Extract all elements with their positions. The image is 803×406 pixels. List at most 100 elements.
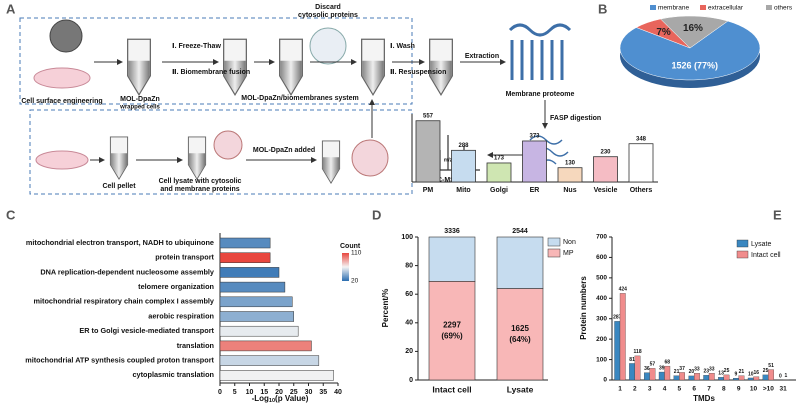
value-label: 0 bbox=[779, 373, 782, 379]
diagram-label: Cell surface engineering bbox=[21, 98, 102, 105]
bar bbox=[219, 355, 320, 366]
value-label: 10 bbox=[748, 371, 754, 377]
lysate-bubble bbox=[213, 130, 243, 160]
diagram-label: Cell lysate with cytosolic bbox=[159, 178, 242, 185]
bar bbox=[219, 252, 271, 263]
x-tick-label: 3 bbox=[648, 386, 652, 393]
y-tick-label: 100 bbox=[401, 234, 413, 241]
x-axis-label: -Log10(p Value) bbox=[252, 394, 309, 404]
x-tick-label: 6 bbox=[692, 386, 696, 393]
bar bbox=[753, 376, 760, 381]
y-axis-label: Protein numbers bbox=[579, 276, 588, 340]
y-tick-label: DNA replication-dependent nucleosome ass… bbox=[40, 267, 215, 276]
x-tick-label: Vesicle bbox=[594, 187, 618, 194]
colorbar bbox=[342, 253, 349, 281]
diagram-label: MOL-DpaZn bbox=[120, 96, 160, 103]
bar-segment bbox=[428, 281, 476, 381]
value-label: (69%) bbox=[441, 331, 463, 340]
bar bbox=[679, 372, 685, 381]
diagram-label: Ⅰ. Wash bbox=[390, 43, 415, 50]
x-tick-label: Intact cell bbox=[432, 384, 471, 394]
bar bbox=[718, 377, 724, 381]
bar bbox=[644, 372, 650, 381]
workflow-diagram: Cell surface engineering Ⅰ. Freeze-Thaw … bbox=[19, 4, 601, 195]
value-label: 373 bbox=[529, 134, 540, 140]
bar bbox=[219, 325, 299, 337]
legend-label: Intact cell bbox=[751, 252, 781, 259]
legend-label: MP bbox=[563, 250, 574, 257]
bar bbox=[593, 156, 618, 183]
legend-label: others bbox=[774, 5, 793, 12]
legend-label: Lysate bbox=[751, 241, 771, 248]
x-tick-label: 40 bbox=[334, 389, 342, 396]
diagram-label: Ⅰ. Freeze-Thaw bbox=[172, 43, 221, 50]
x-tick-label: Nus bbox=[563, 187, 576, 194]
bar-segment bbox=[496, 236, 544, 289]
bar bbox=[219, 311, 294, 322]
value-label: 25 bbox=[724, 368, 730, 374]
x-tick-label: 30 bbox=[305, 389, 313, 396]
value-label: 21 bbox=[674, 369, 680, 375]
value-label: 13 bbox=[718, 371, 724, 377]
diagram-label: Cell pellet bbox=[102, 183, 136, 190]
panel-label: B bbox=[598, 1, 607, 16]
value-label: 173 bbox=[494, 156, 505, 162]
value-label: 37 bbox=[679, 366, 685, 372]
x-tick-label: ER bbox=[530, 187, 540, 194]
legend-swatch bbox=[650, 5, 656, 10]
y-tick-label: 700 bbox=[596, 234, 607, 241]
value-label: 424 bbox=[619, 287, 628, 293]
y-tick-label: 20 bbox=[405, 348, 413, 355]
bar bbox=[614, 321, 621, 381]
pie-slice bbox=[619, 20, 761, 81]
bar bbox=[649, 368, 656, 381]
panel-labels: A B C D E bbox=[6, 1, 782, 222]
bar bbox=[708, 373, 715, 381]
diagram-label: Ⅱ. Resuspension bbox=[390, 69, 446, 76]
legend-swatch bbox=[547, 248, 561, 258]
x-axis-label-part: -Log bbox=[252, 394, 269, 403]
diagram-label: Extraction bbox=[465, 53, 499, 60]
y-tick-label: 200 bbox=[596, 336, 607, 343]
bar bbox=[723, 374, 730, 381]
value-label: 39 bbox=[659, 365, 665, 371]
value-label: 2297 bbox=[443, 320, 461, 329]
value-label: 57 bbox=[650, 362, 656, 368]
panel-label: C bbox=[6, 207, 16, 222]
x-tick-label: 0 bbox=[218, 389, 222, 396]
diagram-label: Ⅱ. Biomembrane fusion bbox=[172, 69, 250, 76]
pie-slice bbox=[660, 15, 729, 49]
membrane-protein-icon bbox=[508, 23, 572, 80]
value-label: 33 bbox=[709, 367, 715, 373]
legend-swatch bbox=[700, 5, 706, 10]
discard-bubble bbox=[309, 27, 347, 65]
value-label: 348 bbox=[636, 136, 647, 142]
y-tick-label: mitochondrial electron transport, NADH t… bbox=[26, 238, 214, 247]
tube bbox=[361, 38, 385, 96]
pie-label: 1526 (77%) bbox=[671, 61, 718, 71]
y-tick-label: 60 bbox=[405, 291, 413, 298]
value-label: 81 bbox=[629, 357, 635, 363]
x-tick-label: 25 bbox=[290, 389, 298, 396]
x-tick-label: 10 bbox=[750, 386, 758, 393]
legend-swatch bbox=[766, 5, 772, 10]
x-tick-label: >10 bbox=[763, 386, 774, 393]
x-axis-label-part: (p Value) bbox=[275, 394, 309, 403]
bar bbox=[768, 369, 774, 381]
x-tick-label: 7 bbox=[707, 386, 711, 393]
system-bubble bbox=[351, 139, 389, 177]
y-tick-label: 100 bbox=[596, 356, 607, 363]
total-label: 3336 bbox=[444, 228, 460, 235]
bar bbox=[733, 378, 739, 381]
colorbar-tick-label: 20 bbox=[351, 278, 359, 285]
value-label: 9 bbox=[735, 371, 738, 377]
value-label: 118 bbox=[634, 349, 642, 355]
value-label: (64%) bbox=[509, 335, 531, 344]
y-tick-label: 400 bbox=[596, 295, 607, 302]
y-tick-label: translation bbox=[177, 341, 214, 350]
bar bbox=[219, 267, 280, 278]
legend-label: membrane bbox=[658, 5, 689, 12]
value-label: 21 bbox=[739, 369, 745, 375]
y-tick-label: mitochondrial ATP synthesis coupled prot… bbox=[25, 356, 214, 365]
